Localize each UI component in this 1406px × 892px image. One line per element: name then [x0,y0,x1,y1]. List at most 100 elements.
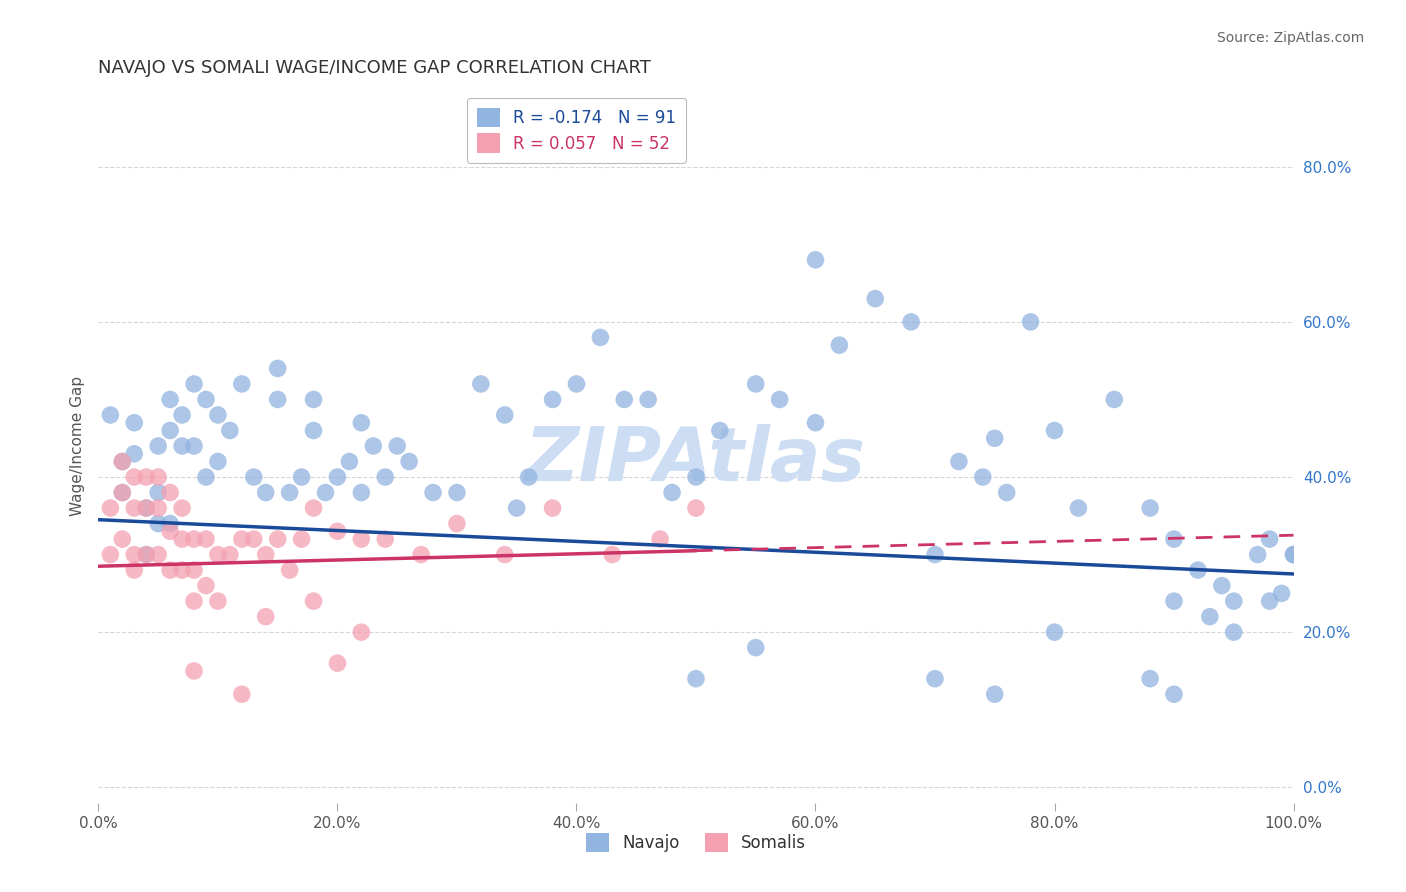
Point [1163,532,1185,546]
Point [111,485,134,500]
Point [1104,392,1126,407]
Point [124,470,146,484]
Text: ZIPAtlas: ZIPAtlas [526,424,866,497]
Y-axis label: Wage/Income Gap: Wage/Income Gap [70,376,86,516]
Point [172,563,194,577]
Point [135,548,157,562]
Point [195,532,218,546]
Point [326,524,349,539]
Point [302,594,325,608]
Point [1199,609,1222,624]
Text: NAVAJO VS SOMALI WAGE/INCOME GAP CORRELATION CHART: NAVAJO VS SOMALI WAGE/INCOME GAP CORRELA… [98,59,651,77]
Point [315,485,337,500]
Point [207,454,229,468]
Point [172,408,194,422]
Point [302,392,325,407]
Point [709,424,731,438]
Point [984,431,1007,445]
Point [541,392,564,407]
Point [98,548,122,562]
Point [924,548,946,562]
Point [648,532,672,546]
Point [1258,594,1281,608]
Point [541,501,564,516]
Point [804,252,827,267]
Point [111,454,134,468]
Point [135,501,157,516]
Point [135,548,157,562]
Point [124,563,146,577]
Point [363,439,385,453]
Point [243,532,266,546]
Point [350,532,373,546]
Point [1282,548,1305,562]
Point [661,485,683,500]
Point [900,315,922,329]
Point [195,579,218,593]
Point [159,516,181,531]
Point [804,416,827,430]
Point [231,376,253,391]
Point [172,439,194,453]
Point [98,408,122,422]
Point [422,485,444,500]
Point [984,687,1007,701]
Point [148,485,170,500]
Point [326,656,349,670]
Point [254,609,277,624]
Text: Source: ZipAtlas.com: Source: ZipAtlas.com [1216,31,1364,45]
Point [350,416,373,430]
Point [828,338,851,352]
Point [207,548,229,562]
Point [183,594,205,608]
Point [1223,625,1246,640]
Point [865,292,887,306]
Point [195,470,218,484]
Point [195,392,218,407]
Point [350,485,373,500]
Point [494,408,516,422]
Point [254,485,277,500]
Point [124,416,146,430]
Point [135,501,157,516]
Point [995,485,1018,500]
Point [302,424,325,438]
Point [278,485,301,500]
Point [291,532,314,546]
Point [267,392,290,407]
Point [159,392,181,407]
Point [111,454,134,468]
Point [183,563,205,577]
Point [1067,501,1090,516]
Point [924,672,946,686]
Point [1223,594,1246,608]
Point [374,470,396,484]
Point [685,672,707,686]
Point [98,501,122,516]
Point [1163,687,1185,701]
Point [148,470,170,484]
Point [685,501,707,516]
Legend: Navajo, Somalis: Navajo, Somalis [579,826,813,859]
Point [1043,424,1066,438]
Point [1019,315,1042,329]
Point [148,439,170,453]
Point [1139,501,1161,516]
Point [685,470,707,484]
Point [219,548,242,562]
Point [1258,532,1281,546]
Point [291,470,314,484]
Point [948,454,970,468]
Point [385,439,409,453]
Point [1187,563,1209,577]
Point [172,501,194,516]
Point [589,330,612,344]
Point [506,501,529,516]
Point [565,376,588,391]
Point [745,376,768,391]
Point [326,470,349,484]
Point [172,532,194,546]
Point [124,501,146,516]
Point [219,424,242,438]
Point [602,548,624,562]
